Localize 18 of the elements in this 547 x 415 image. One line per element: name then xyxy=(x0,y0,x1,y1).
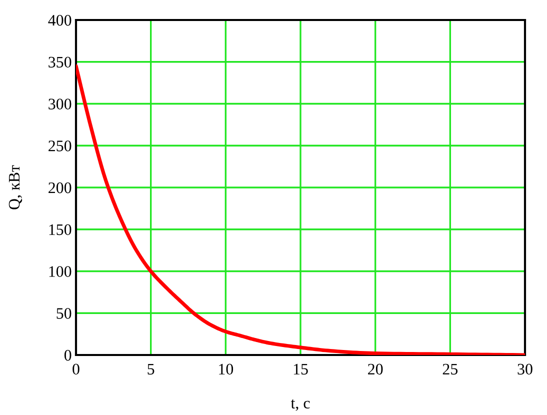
y-axis-title: Q, кВт xyxy=(8,165,22,210)
y-tick-label: 350 xyxy=(48,56,72,68)
y-tick-label: 0 xyxy=(64,350,72,361)
x-tick-label: 30 xyxy=(518,364,532,375)
y-tick-label: 150 xyxy=(49,224,72,236)
x-axis-title: t, c xyxy=(290,399,310,411)
y-tick-label: 200 xyxy=(48,182,72,194)
y-tick-label: 100 xyxy=(49,266,72,277)
x-tick-label: 20 xyxy=(368,364,383,375)
x-tick-label: 10 xyxy=(219,364,234,375)
y-tick-label: 400 xyxy=(48,14,72,26)
x-tick-label: 0 xyxy=(72,364,80,375)
x-tick-label: 15 xyxy=(294,364,308,375)
y-tick-label: 250 xyxy=(48,140,72,152)
y-tick-label: 300 xyxy=(48,98,72,110)
x-tick-label: 25 xyxy=(442,364,458,375)
x-tick-label: 5 xyxy=(148,364,154,375)
y-tick-label: 50 xyxy=(56,308,72,319)
